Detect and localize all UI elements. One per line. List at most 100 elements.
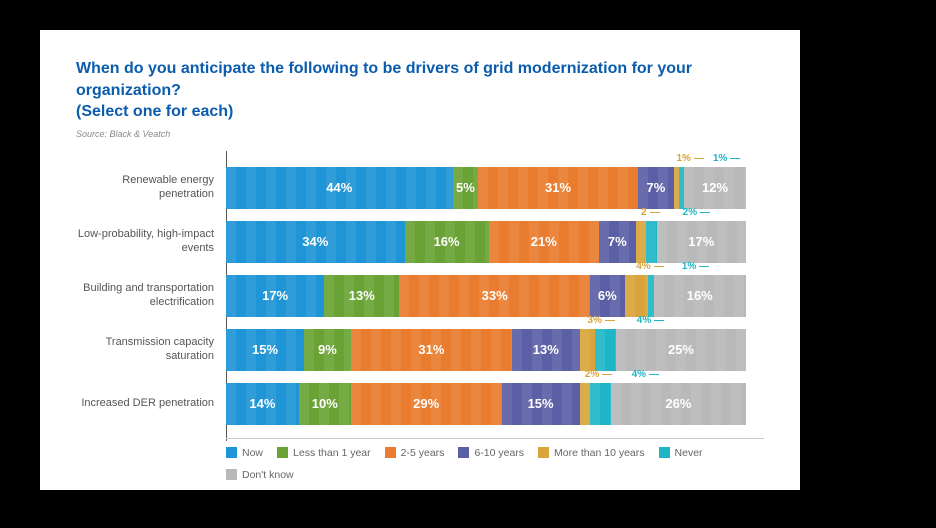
callout-value: 4% — [637, 315, 651, 326]
row-label: Building and transportation electrificat… — [76, 282, 220, 310]
bar-segment-now: 14% — [226, 383, 299, 425]
segment-value: 7% — [646, 180, 665, 195]
legend-swatch — [226, 447, 237, 458]
callout-never: 4% — [637, 315, 664, 326]
segment-value: 16% — [687, 288, 713, 303]
legend-item-dk: Don't know — [226, 469, 294, 481]
bar-segment-y610: 13% — [512, 329, 580, 371]
segment-value: 26% — [665, 396, 691, 411]
callout-gt10: 2% — [585, 369, 612, 380]
bar-segment-never — [590, 383, 611, 425]
bar-segment-lt1: 10% — [299, 383, 351, 425]
callout-value: 4% — [636, 261, 650, 272]
bar-segment-y25: 31% — [478, 167, 638, 209]
callout-gt10: 3% — [587, 315, 614, 326]
segment-value: 6% — [598, 288, 617, 303]
bar-segment-dk: 25% — [616, 329, 746, 371]
segment-value: 17% — [688, 234, 714, 249]
callout-never: 4% — [632, 369, 659, 380]
callout-never: 1% — [713, 153, 740, 164]
bar-row: Building and transportation electrificat… — [76, 273, 764, 319]
bar-segment-never — [646, 221, 657, 263]
bar-segment-y610: 15% — [502, 383, 580, 425]
legend-item-never: Never — [659, 447, 703, 459]
callout-gt10: 1% — [676, 153, 703, 164]
bar-segment-now: 15% — [226, 329, 304, 371]
segment-value: 9% — [318, 342, 337, 357]
callout-value: 1% — [682, 261, 696, 272]
legend-label: Now — [242, 447, 263, 459]
bar-segment-gt10 — [625, 275, 648, 317]
legend-swatch — [538, 447, 549, 458]
stacked-bar: 14%10%29%15%26%2%4% — [226, 383, 746, 425]
segment-value: 17% — [262, 288, 288, 303]
legend-item-gt10: More than 10 years — [538, 447, 644, 459]
bar-segment-gt10 — [636, 221, 647, 263]
stacked-bar: 15%9%31%13%25%3%4% — [226, 329, 746, 371]
bar-segment-lt1: 5% — [453, 167, 479, 209]
legend-label: 2-5 years — [401, 447, 445, 459]
bar-row: Increased DER penetration 14% 10% 29% 15% 26%… — [76, 381, 764, 427]
bar-segment-y610: 7% — [599, 221, 636, 263]
legend-item-now: Now — [226, 447, 263, 459]
chart-card: When do you anticipate the following to … — [40, 30, 800, 490]
title-line-2: (Select one for each) — [76, 103, 233, 120]
stacked-bar: 34%16%21%7%17%22% — [226, 221, 746, 263]
segment-value: 7% — [608, 234, 627, 249]
callout-value: 4% — [632, 369, 646, 380]
legend-item-lt1: Less than 1 year — [277, 447, 371, 459]
legend-swatch — [226, 469, 237, 480]
bar-segment-gt10 — [580, 383, 590, 425]
bar-segment-y610: 7% — [638, 167, 674, 209]
bar-row: Renewable energy penetration44%5%31%7%12… — [76, 165, 764, 211]
legend-label: Less than 1 year — [293, 447, 371, 459]
legend-swatch — [277, 447, 288, 458]
bar-row: Transmission capacity saturation15%9%31%… — [76, 327, 764, 373]
row-label: Increased DER penetration — [76, 397, 220, 411]
stacked-bar-chart: Renewable energy penetration44%5%31%7%12… — [76, 151, 764, 481]
callout-value: 1% — [713, 153, 727, 164]
bar-segment-y25: 33% — [399, 275, 590, 317]
bar-segment-now: 44% — [226, 167, 453, 209]
segment-value: 12% — [702, 180, 728, 195]
segment-value: 16% — [434, 234, 460, 249]
legend-label: More than 10 years — [554, 447, 644, 459]
bar-segment-dk: 17% — [657, 221, 746, 263]
bar-segment-lt1: 16% — [405, 221, 489, 263]
bar-segment-y610: 6% — [590, 275, 625, 317]
bar-segment-dk: 16% — [654, 275, 746, 317]
segment-value: 5% — [456, 180, 475, 195]
legend-label: Don't know — [242, 469, 294, 481]
callout-never: 1% — [682, 261, 709, 272]
bar-segment-y25: 29% — [351, 383, 502, 425]
title-line-1: When do you anticipate the following to … — [76, 60, 692, 99]
bar-segment-now: 17% — [226, 275, 324, 317]
segment-value: 44% — [326, 180, 352, 195]
legend: Now Less than 1 year 2-5 years 6-10 years Mo… — [226, 438, 764, 481]
stacked-bar: 44%5%31%7%12%1%1% — [226, 167, 746, 209]
legend-item-y610: 6-10 years — [458, 447, 524, 459]
segment-value: 29% — [413, 396, 439, 411]
bar-segment-dk: 12% — [684, 167, 746, 209]
bar-segment-lt1: 9% — [304, 329, 351, 371]
legend-swatch — [458, 447, 469, 458]
bar-segment-never — [595, 329, 616, 371]
row-label: Low-probability, high-impact events — [76, 228, 220, 256]
segment-value: 13% — [533, 342, 559, 357]
bar-segment-gt10 — [580, 329, 596, 371]
source-text: Source: Black & Veatch — [76, 129, 764, 139]
bar-row: Low-probability, high-impact events34% 16… — [76, 219, 764, 265]
legend-swatch — [659, 447, 670, 458]
segment-value: 31% — [545, 180, 571, 195]
segment-value: 10% — [312, 396, 338, 411]
bar-segment-dk: 26% — [611, 383, 746, 425]
callout-never: 2% — [683, 207, 710, 218]
segment-value: 25% — [668, 342, 694, 357]
legend-label: 6-10 years — [474, 447, 524, 459]
bar-segment-now: 34% — [226, 221, 405, 263]
bar-segment-y25: 21% — [489, 221, 599, 263]
callout-value: 2% — [585, 369, 599, 380]
segment-value: 15% — [252, 342, 278, 357]
legend-swatch — [385, 447, 396, 458]
callout-value: 1% — [676, 153, 690, 164]
